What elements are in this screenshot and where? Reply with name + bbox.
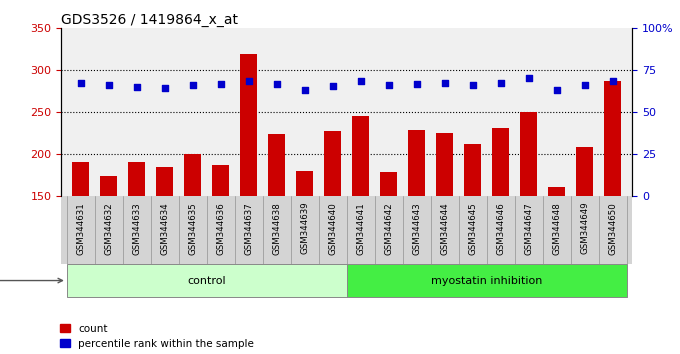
Bar — [241, 55, 257, 196]
Bar — [520, 113, 537, 196]
Bar — [347, 264, 627, 297]
Point — [607, 79, 618, 84]
Bar — [409, 130, 425, 196]
Text: GSM344641: GSM344641 — [356, 202, 365, 255]
Text: GSM344646: GSM344646 — [496, 202, 505, 255]
Text: GSM344644: GSM344644 — [441, 202, 449, 255]
Text: GSM344648: GSM344648 — [552, 202, 561, 255]
Point — [243, 79, 254, 84]
Bar — [577, 147, 593, 196]
Bar — [464, 144, 481, 196]
Point — [467, 82, 478, 87]
Point — [271, 81, 282, 87]
Point — [75, 80, 86, 86]
Point — [299, 87, 310, 92]
Text: GSM344632: GSM344632 — [104, 202, 114, 255]
Bar — [184, 154, 201, 196]
Bar — [269, 134, 285, 196]
Point — [551, 87, 562, 92]
Text: control: control — [188, 275, 226, 286]
Bar — [548, 187, 565, 196]
Bar — [156, 167, 173, 196]
Bar — [72, 162, 89, 196]
Text: GSM344642: GSM344642 — [384, 202, 393, 255]
Bar — [437, 132, 453, 196]
Text: GSM344634: GSM344634 — [160, 202, 169, 255]
Text: myostatin inhibition: myostatin inhibition — [431, 275, 543, 286]
Text: GSM344643: GSM344643 — [412, 202, 422, 255]
Text: GSM344636: GSM344636 — [216, 202, 225, 255]
Text: protocol: protocol — [0, 275, 63, 286]
Point — [439, 80, 450, 86]
Bar — [67, 264, 347, 297]
Point — [495, 80, 506, 86]
Text: GSM344640: GSM344640 — [328, 202, 337, 255]
Point — [356, 79, 367, 84]
Bar — [129, 162, 146, 196]
Text: GDS3526 / 1419864_x_at: GDS3526 / 1419864_x_at — [61, 13, 238, 27]
Point — [216, 81, 226, 87]
Point — [103, 82, 114, 87]
Text: GSM344637: GSM344637 — [244, 202, 253, 255]
Bar — [324, 131, 341, 196]
Point — [411, 81, 422, 87]
Point — [579, 82, 590, 88]
Point — [188, 82, 199, 88]
Text: GSM344650: GSM344650 — [609, 202, 617, 255]
Bar — [212, 165, 229, 196]
Bar — [296, 171, 313, 196]
Bar — [492, 129, 509, 196]
Point — [159, 85, 170, 91]
Text: GSM344638: GSM344638 — [272, 202, 282, 255]
Legend: count, percentile rank within the sample: count, percentile rank within the sample — [60, 324, 254, 349]
Bar — [352, 116, 369, 196]
Text: GSM344649: GSM344649 — [580, 202, 590, 255]
Bar — [605, 81, 622, 196]
Text: GSM344635: GSM344635 — [188, 202, 197, 255]
Text: GSM344633: GSM344633 — [133, 202, 141, 255]
Bar — [101, 176, 117, 196]
Text: GSM344647: GSM344647 — [524, 202, 533, 255]
Bar — [380, 172, 397, 196]
Point — [327, 84, 338, 89]
Text: GSM344645: GSM344645 — [469, 202, 477, 255]
Point — [524, 75, 534, 81]
Point — [384, 82, 394, 87]
Point — [131, 84, 142, 90]
Text: GSM344639: GSM344639 — [301, 202, 309, 255]
Text: GSM344631: GSM344631 — [76, 202, 85, 255]
